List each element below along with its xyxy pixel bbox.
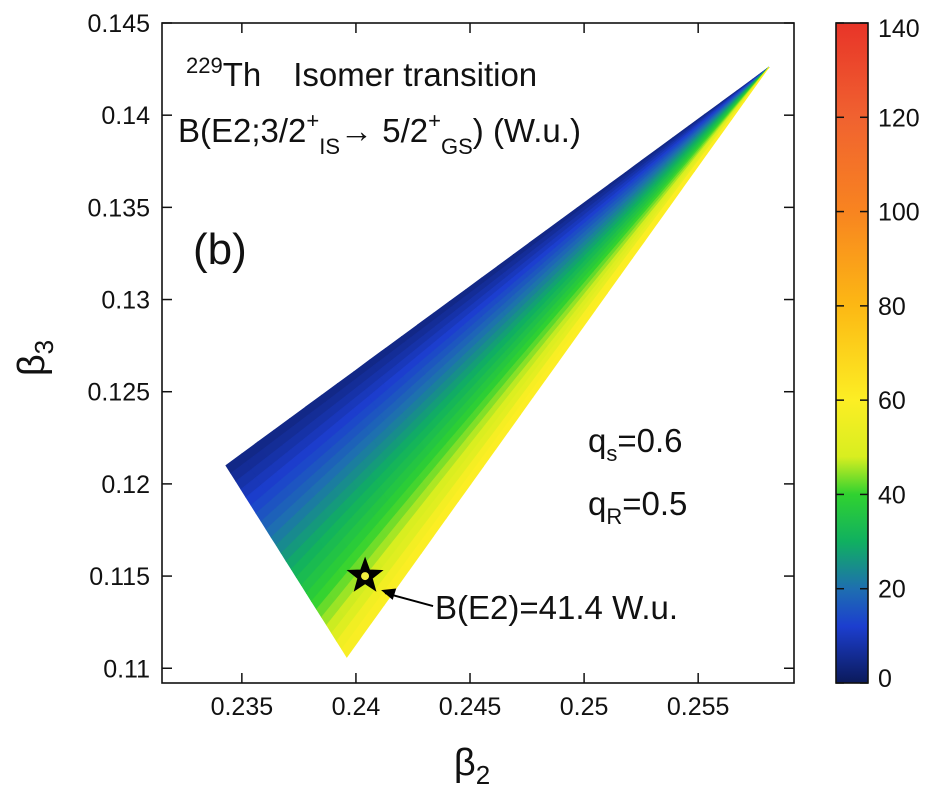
colorbar-tick-label: 120 [878,104,920,132]
y-tick-label: 0.125 [87,379,150,407]
y-tick-label: 0.13 [101,287,150,315]
heatmap-cell [755,66,770,86]
x-tick-label: 0.255 [667,693,730,721]
y-axis-ticks: 0.11 0.115 0.12 0.125 0.13 0.135 0.14 0.145 [87,10,794,683]
colorbar-ticks: 0 20 40 60 80 100 120 140 [836,15,920,693]
x-tick-label: 0.24 [332,693,381,721]
y-tick-label: 0.115 [89,563,150,591]
x-tick-label: 0.235 [211,693,274,721]
x-tick-label: 0.245 [439,693,502,721]
x-tick-label: 0.25 [560,693,609,721]
annotation-group: B(E2)=41.4 W.u. [346,556,678,626]
star-center-dot [360,571,371,582]
colorbar-tick-label: 20 [878,576,906,604]
panel-label: (b) [193,225,247,274]
y-tick-label: 0.14 [101,102,150,130]
heatmap-region [225,66,770,658]
y-tick-label: 0.12 [101,471,150,499]
y-axis-label: β3 [11,340,59,376]
y-tick-label: 0.11 [103,655,150,683]
colorbar-tick-label: 140 [878,15,920,43]
chart-title-line2: B(E2;3/2+IS→ 5/2+GS) (W.u.) [178,108,581,159]
y-tick-label: 0.135 [87,194,150,222]
x-axis-label: β2 [454,742,490,788]
annotation-arrow-head [381,588,397,600]
plot-frame [161,22,795,684]
param-qr: qR=0.5 [588,485,687,529]
colorbar [836,23,868,683]
x-axis-ticks: 0.235 0.24 0.245 0.25 0.255 [211,23,730,721]
colorbar-tick-label: 40 [878,481,906,509]
colorbar-tick-label: 80 [878,293,906,321]
annotation-text: B(E2)=41.4 W.u. [435,589,678,626]
colorbar-tick-label: 100 [878,199,920,227]
colorbar-tick-label: 0 [878,665,892,693]
chart-title-line1: 229Th Isomer transition [186,53,537,93]
param-qs: qs=0.6 [588,422,683,466]
y-tick-label: 0.145 [87,10,150,38]
colorbar-tick-label: 60 [878,387,906,415]
colorbar-frame [835,22,869,684]
